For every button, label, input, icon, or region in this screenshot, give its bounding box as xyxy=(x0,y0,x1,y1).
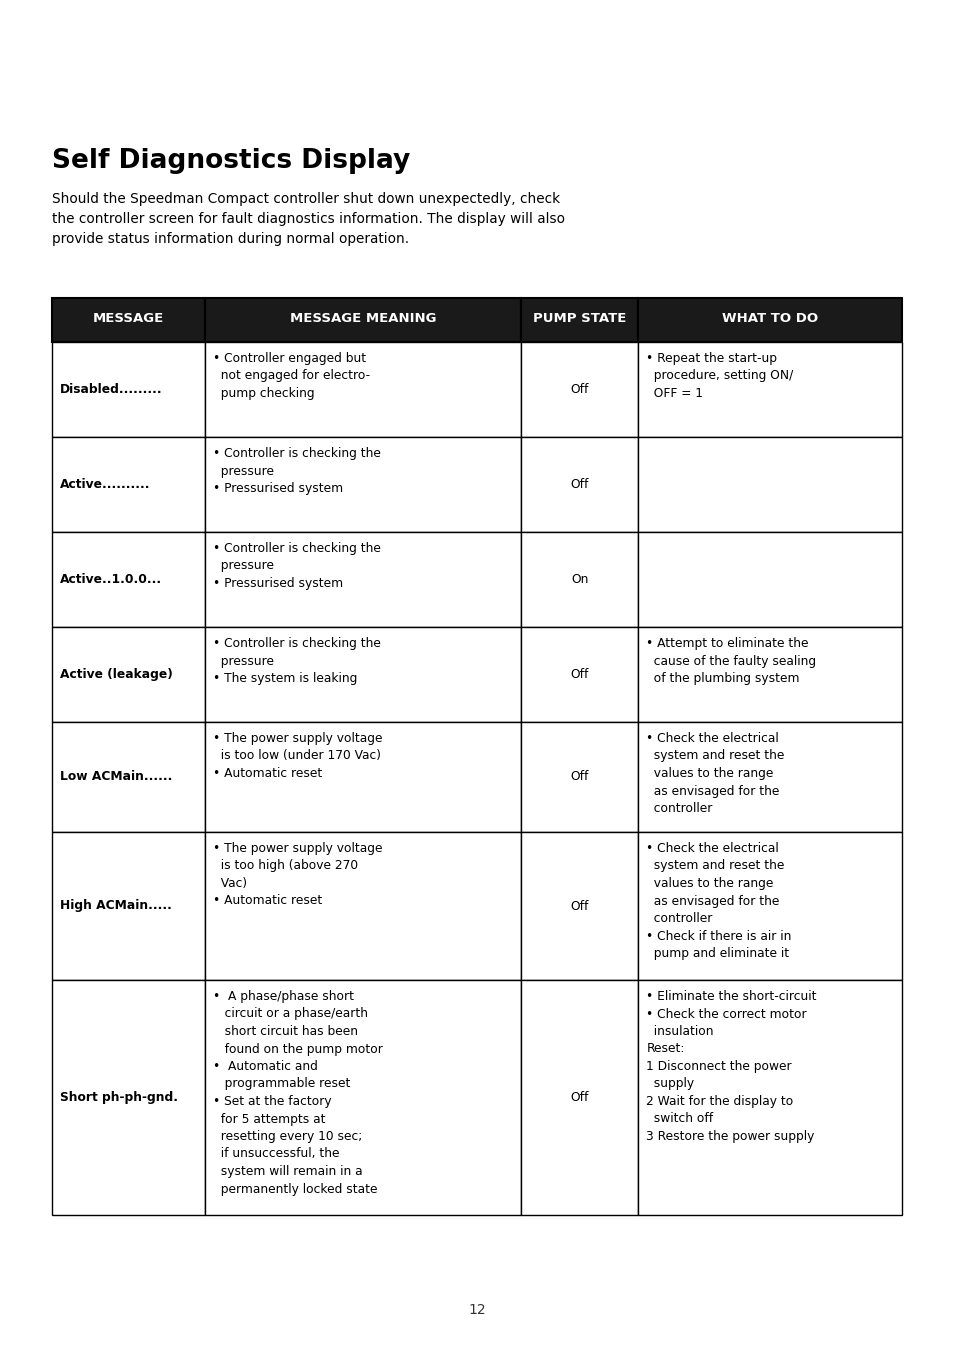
Bar xyxy=(638,532,901,626)
Text: PUMP STATE: PUMP STATE xyxy=(533,312,626,325)
Text: Off: Off xyxy=(570,899,588,913)
Bar xyxy=(205,722,520,832)
Text: High ACMain.....: High ACMain..... xyxy=(60,899,172,913)
Text: • The power supply voltage
  is too low (under 170 Vac)
• Automatic reset: • The power supply voltage is too low (u… xyxy=(213,732,382,780)
Bar xyxy=(205,532,520,626)
Text: • Repeat the start-up
  procedure, setting ON/
  OFF = 1: • Repeat the start-up procedure, setting… xyxy=(646,352,793,400)
Text: • The power supply voltage
  is too high (above 270
  Vac)
• Automatic reset: • The power supply voltage is too high (… xyxy=(213,842,382,907)
Text: • Controller is checking the
  pressure
• Pressurised system: • Controller is checking the pressure • … xyxy=(213,541,380,590)
Bar xyxy=(638,437,901,532)
Bar xyxy=(52,722,205,832)
Bar xyxy=(520,298,638,342)
Text: 12: 12 xyxy=(468,1303,485,1318)
Text: • Controller engaged but
  not engaged for electro-
  pump checking: • Controller engaged but not engaged for… xyxy=(213,352,370,400)
Bar xyxy=(205,342,520,437)
Text: Self Diagnostics Display: Self Diagnostics Display xyxy=(52,148,410,174)
Bar xyxy=(205,626,520,722)
Bar xyxy=(638,832,901,980)
Bar xyxy=(520,532,638,626)
Text: • Check the electrical
  system and reset the
  values to the range
  as envisag: • Check the electrical system and reset … xyxy=(646,732,784,815)
Bar xyxy=(638,342,901,437)
Text: • Controller is checking the
  pressure
• Pressurised system: • Controller is checking the pressure • … xyxy=(213,447,380,495)
Bar xyxy=(52,626,205,722)
Bar xyxy=(52,298,205,342)
Text: Off: Off xyxy=(570,383,588,396)
Text: On: On xyxy=(571,572,588,586)
Text: Short ph-ph-gnd.: Short ph-ph-gnd. xyxy=(60,1091,178,1104)
Bar xyxy=(205,437,520,532)
Bar xyxy=(638,626,901,722)
Text: Active (leakage): Active (leakage) xyxy=(60,668,172,680)
Text: •  A phase/phase short
   circuit or a phase/earth
   short circuit has been
   : • A phase/phase short circuit or a phase… xyxy=(213,990,382,1196)
Text: Should the Speedman Compact controller shut down unexpectedly, check
the control: Should the Speedman Compact controller s… xyxy=(52,192,564,246)
Text: Off: Off xyxy=(570,1091,588,1104)
Bar xyxy=(520,980,638,1215)
Bar xyxy=(638,298,901,342)
Text: Off: Off xyxy=(570,668,588,680)
Text: Off: Off xyxy=(570,771,588,783)
Bar xyxy=(520,832,638,980)
Text: Low ACMain......: Low ACMain...... xyxy=(60,771,172,783)
Text: MESSAGE MEANING: MESSAGE MEANING xyxy=(290,312,436,325)
Text: Active..1.0.0...: Active..1.0.0... xyxy=(60,572,162,586)
Text: • Eliminate the short-circuit
• Check the correct motor
  insulation
Reset:
1 Di: • Eliminate the short-circuit • Check th… xyxy=(646,990,816,1143)
Bar xyxy=(205,832,520,980)
Bar xyxy=(638,722,901,832)
Bar xyxy=(520,626,638,722)
Text: MESSAGE: MESSAGE xyxy=(92,312,164,325)
Text: Disabled.........: Disabled......... xyxy=(60,383,162,396)
Bar xyxy=(520,722,638,832)
Text: Off: Off xyxy=(570,478,588,491)
Bar xyxy=(52,437,205,532)
Bar xyxy=(52,342,205,437)
Bar xyxy=(520,437,638,532)
Text: WHAT TO DO: WHAT TO DO xyxy=(721,312,818,325)
Bar xyxy=(52,980,205,1215)
Text: • Check the electrical
  system and reset the
  values to the range
  as envisag: • Check the electrical system and reset … xyxy=(646,842,791,960)
Bar xyxy=(520,342,638,437)
Bar xyxy=(52,532,205,626)
Bar xyxy=(205,980,520,1215)
Bar xyxy=(52,832,205,980)
Text: • Controller is checking the
  pressure
• The system is leaking: • Controller is checking the pressure • … xyxy=(213,637,380,684)
Bar xyxy=(638,980,901,1215)
Text: Active..........: Active.......... xyxy=(60,478,151,491)
Text: • Attempt to eliminate the
  cause of the faulty sealing
  of the plumbing syste: • Attempt to eliminate the cause of the … xyxy=(646,637,816,684)
Bar xyxy=(205,298,520,342)
